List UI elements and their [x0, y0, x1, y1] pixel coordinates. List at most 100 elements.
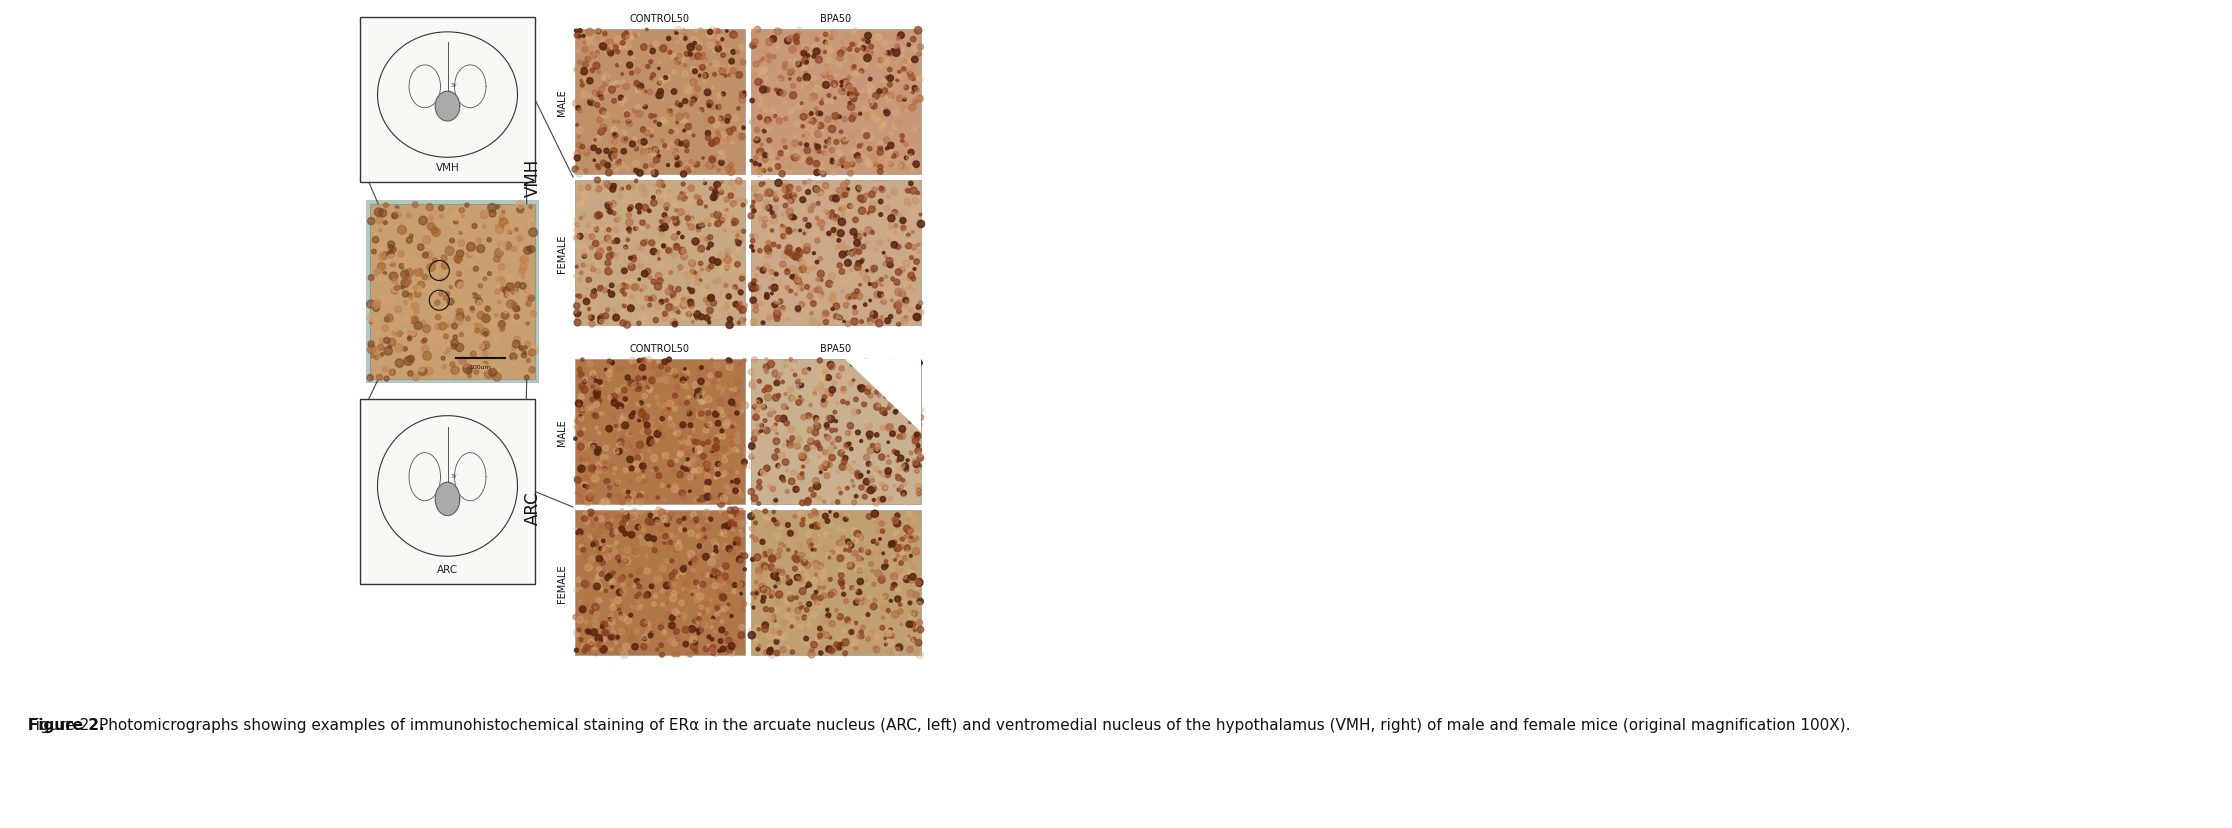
Circle shape: [475, 299, 482, 306]
Circle shape: [817, 40, 819, 42]
Circle shape: [408, 296, 413, 301]
Circle shape: [761, 595, 766, 600]
Circle shape: [587, 29, 594, 36]
Circle shape: [435, 315, 440, 320]
Circle shape: [737, 403, 741, 407]
Circle shape: [864, 242, 868, 245]
Circle shape: [714, 113, 721, 120]
Circle shape: [591, 629, 598, 636]
Circle shape: [529, 251, 533, 255]
Circle shape: [799, 500, 806, 506]
Circle shape: [636, 64, 643, 70]
Circle shape: [687, 490, 692, 493]
Circle shape: [455, 272, 462, 277]
Circle shape: [868, 388, 873, 390]
Circle shape: [650, 57, 652, 60]
Circle shape: [583, 644, 587, 648]
Circle shape: [629, 431, 634, 436]
Circle shape: [761, 599, 766, 604]
Circle shape: [815, 149, 817, 152]
Circle shape: [685, 150, 690, 154]
Circle shape: [690, 594, 694, 596]
Circle shape: [368, 345, 375, 354]
Circle shape: [451, 324, 458, 330]
Circle shape: [888, 599, 893, 603]
Circle shape: [908, 397, 911, 399]
Circle shape: [772, 518, 777, 522]
Circle shape: [855, 153, 859, 159]
Circle shape: [647, 450, 652, 453]
Circle shape: [607, 359, 612, 364]
Circle shape: [857, 363, 862, 366]
Circle shape: [685, 451, 690, 455]
Circle shape: [576, 527, 578, 530]
Circle shape: [857, 195, 864, 202]
Circle shape: [687, 223, 690, 226]
Circle shape: [743, 451, 745, 454]
Circle shape: [679, 104, 683, 108]
Circle shape: [629, 142, 636, 147]
Circle shape: [870, 604, 877, 610]
Circle shape: [819, 279, 824, 282]
Circle shape: [721, 619, 723, 623]
Circle shape: [618, 64, 620, 66]
Circle shape: [757, 249, 761, 253]
Circle shape: [694, 162, 699, 168]
Circle shape: [701, 277, 703, 280]
Circle shape: [826, 215, 830, 219]
Circle shape: [891, 50, 895, 53]
Circle shape: [583, 580, 589, 586]
Circle shape: [781, 225, 783, 228]
Circle shape: [833, 304, 839, 310]
Circle shape: [750, 592, 754, 595]
Circle shape: [636, 383, 643, 391]
Circle shape: [835, 140, 839, 145]
Circle shape: [665, 534, 667, 537]
Circle shape: [792, 487, 799, 493]
Circle shape: [828, 556, 830, 560]
Circle shape: [460, 232, 462, 235]
Circle shape: [587, 44, 594, 50]
Circle shape: [402, 253, 411, 260]
Circle shape: [612, 133, 618, 138]
Circle shape: [888, 633, 895, 638]
Circle shape: [576, 143, 583, 149]
Circle shape: [788, 388, 795, 393]
Circle shape: [770, 270, 775, 275]
Circle shape: [690, 429, 692, 432]
Circle shape: [862, 190, 866, 194]
Circle shape: [777, 591, 783, 599]
Circle shape: [647, 387, 650, 390]
Circle shape: [913, 378, 915, 382]
Circle shape: [839, 81, 844, 84]
Circle shape: [453, 220, 458, 224]
Circle shape: [739, 559, 745, 566]
Circle shape: [895, 121, 902, 128]
Circle shape: [732, 222, 737, 227]
Circle shape: [710, 258, 716, 264]
Circle shape: [670, 113, 672, 117]
Circle shape: [513, 337, 520, 344]
Circle shape: [917, 602, 922, 608]
Circle shape: [754, 40, 759, 46]
Circle shape: [757, 267, 759, 271]
Circle shape: [529, 206, 533, 209]
Circle shape: [641, 464, 645, 469]
Circle shape: [667, 303, 672, 306]
Circle shape: [705, 411, 710, 416]
Circle shape: [788, 446, 792, 451]
Circle shape: [799, 522, 804, 527]
Circle shape: [591, 241, 598, 248]
Circle shape: [728, 225, 730, 229]
Circle shape: [469, 374, 471, 378]
Circle shape: [690, 521, 692, 523]
Circle shape: [719, 161, 723, 166]
Circle shape: [371, 320, 373, 325]
Circle shape: [527, 296, 533, 302]
Circle shape: [681, 570, 685, 575]
Circle shape: [623, 43, 632, 51]
Circle shape: [672, 535, 674, 539]
Circle shape: [911, 75, 915, 81]
Circle shape: [603, 631, 607, 635]
Circle shape: [768, 39, 772, 45]
